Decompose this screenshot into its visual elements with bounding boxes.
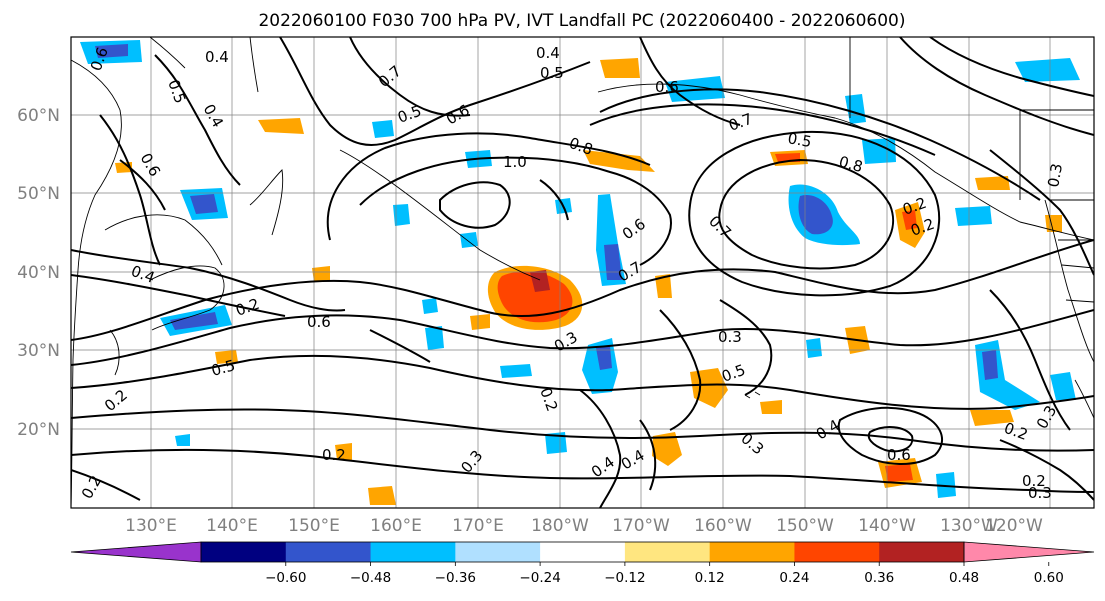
shading-negative xyxy=(80,40,1080,498)
lon-label: 140°W xyxy=(858,516,916,536)
lat-label: 50°N xyxy=(17,184,60,204)
graticule xyxy=(71,37,1094,508)
colorbar-label: 0.24 xyxy=(779,570,809,586)
colorbar-swatch xyxy=(624,542,711,562)
lat-label: 20°N xyxy=(17,420,60,440)
lon-label: 150°E xyxy=(288,516,340,536)
colorbar-frame xyxy=(200,541,965,563)
contour-label: 0.5 xyxy=(540,64,564,82)
colorbar-swatch xyxy=(709,542,795,562)
lon-label: 160°W xyxy=(694,516,752,536)
contour-label: 0.6 xyxy=(655,78,679,96)
lon-label: 170°W xyxy=(612,516,670,536)
pc-shading xyxy=(80,40,1080,505)
lon-label: 120°W xyxy=(985,516,1043,536)
colorbar-label: 0.12 xyxy=(695,570,725,586)
lon-label: 160°E xyxy=(370,516,422,536)
colorbar-label: −0.60 xyxy=(265,570,306,586)
lon-label: 130°E xyxy=(125,516,177,536)
lon-label: 180°W xyxy=(531,516,589,536)
contour-label: 0.5 xyxy=(786,129,813,151)
map-title: 2022060100 F030 700 hPa PV, IVT Landfall… xyxy=(258,11,905,31)
latitude-labels: 60°N 50°N 40°N 30°N 20°N xyxy=(17,106,60,440)
contour-label: 1.0 xyxy=(503,153,527,171)
colorbar-extension-high xyxy=(963,541,1095,563)
contour-label: 0.3 xyxy=(1028,484,1052,502)
contour-label: 0.4 xyxy=(205,48,229,66)
map-frame xyxy=(70,36,1095,509)
colorbar-label: −0.24 xyxy=(519,570,560,586)
colorbar-swatch xyxy=(540,542,626,562)
colorbar-swatch xyxy=(455,542,541,562)
colorbar-label: −0.12 xyxy=(604,570,645,586)
lon-label: 150°W xyxy=(776,516,834,536)
lat-label: 40°N xyxy=(17,263,60,283)
colorbar-swatch xyxy=(285,542,372,562)
lat-label: 60°N xyxy=(17,106,60,126)
contour-label: 0.2 xyxy=(1022,472,1046,490)
colorbar-label: 0.60 xyxy=(1034,570,1064,586)
map-background xyxy=(71,37,1094,508)
colorbar: −0.60 −0.48 −0.36 −0.24 −0.12 0.12 0.24 0.36 0.4… xyxy=(70,541,1095,586)
contour-label: 0.3 xyxy=(1044,162,1066,189)
lon-label: 140°E xyxy=(206,516,258,536)
colorbar-label: −0.36 xyxy=(435,570,476,586)
contour-label: 0.6 xyxy=(307,313,331,331)
colorbar-label: −0.48 xyxy=(350,570,391,586)
colorbar-swatch xyxy=(879,542,965,562)
longitude-labels: 130°E 140°E 150°E 160°E 170°E 180°W 170°… xyxy=(125,516,1043,536)
colorbar-swatch xyxy=(370,542,456,562)
pv-contours xyxy=(71,37,1094,508)
lat-label: 30°N xyxy=(17,341,60,361)
lon-label: 170°E xyxy=(452,516,504,536)
colorbar-extension-low xyxy=(70,541,202,563)
contour-label: 0.2 xyxy=(322,446,346,464)
colorbar-label: 0.48 xyxy=(949,570,979,586)
contour-label: 0.5 xyxy=(209,356,237,380)
contour-label: 0.8 xyxy=(837,152,865,176)
contour-label: 0.3 xyxy=(718,328,742,346)
colorbar-swatch xyxy=(794,542,880,562)
contour-label: 0.4 xyxy=(536,44,560,62)
colorbar-label: 0.36 xyxy=(864,570,894,586)
colorbar-swatch xyxy=(201,542,287,562)
contour-label: 0.6 xyxy=(887,446,911,464)
lon-label: 130°W xyxy=(940,516,998,536)
map-panel: 0.4 0.6 0.5 0.4 0.4 0.5 0.7 0.5 0.6 0.8 … xyxy=(70,36,1095,509)
